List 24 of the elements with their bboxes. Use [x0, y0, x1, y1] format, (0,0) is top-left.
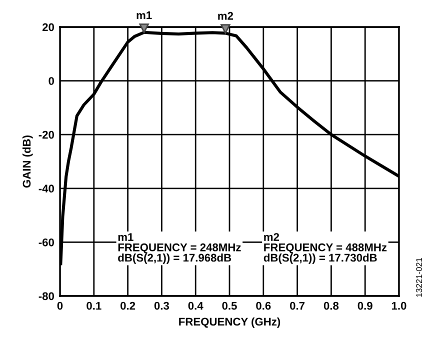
y-tick-label: -20	[38, 130, 54, 139]
y-tick-label: -40	[38, 184, 54, 193]
text: 13221-021	[416, 258, 422, 297]
y-axis-title: GAIN (dB)	[22, 136, 33, 188]
x-tick-label: 0.7	[290, 302, 305, 310]
y-tick-label: 0	[48, 77, 54, 85]
x-tick-label: 0	[57, 302, 63, 310]
x-tick-label: 0.9	[358, 302, 372, 310]
annotation: m1	[136, 11, 152, 20]
annotation: m2	[218, 12, 234, 20]
x-tick-label: 0.8	[324, 302, 339, 310]
annotation: m2 FREQUENCY = 488MHz dB(S(2,1)) = 17.730dB	[264, 233, 387, 264]
x-tick-label: 0.1	[86, 302, 102, 310]
x-axis-title: FREQUENCY (GHz)	[179, 317, 280, 328]
x-tick-label: 0.5	[222, 302, 237, 310]
x-tick-label: 0.2	[120, 302, 136, 310]
annotation: m1 FREQUENCY = 248MHz dB(S(2,1)) = 17.968dB	[118, 233, 241, 264]
y-tick-label: -60	[38, 238, 54, 246]
x-tick-label: 0.6	[256, 302, 271, 310]
y-tick-label: -80	[38, 292, 54, 300]
y-tick-label: 20	[42, 23, 54, 32]
x-tick-label: 0.3	[154, 302, 170, 310]
x-tick-label: 1.0	[392, 302, 406, 310]
x-tick-label: 0.4	[188, 302, 204, 310]
